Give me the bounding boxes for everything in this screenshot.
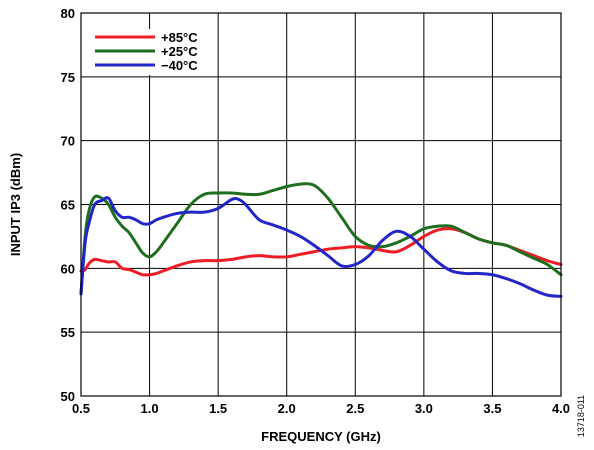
y-axis-title: INPUT IP3 (dBm): [8, 153, 23, 256]
x-axis-title: FREQUENCY (GHz): [261, 429, 381, 444]
grid: [81, 13, 561, 396]
y-tick-label: 55: [61, 325, 75, 340]
y-tick-label: 80: [61, 6, 75, 21]
x-tick-label: 1.5: [209, 401, 227, 416]
legend-label-2: −40°C: [161, 58, 198, 73]
series-line-1: [79, 182, 563, 296]
x-tick-label: 1.0: [141, 401, 159, 416]
series-lines: [79, 182, 563, 298]
x-tick-labels: 0.5 1.0 1.5 2.0 2.5 3.0 3.5 4.0: [72, 401, 570, 416]
x-tick-label: 4.0: [552, 401, 570, 416]
figure-id: 13718-011: [576, 395, 586, 437]
x-tick-label: 2.5: [346, 401, 364, 416]
y-tick-label: 50: [61, 389, 75, 404]
y-tick-label: 65: [61, 198, 75, 213]
x-tick-label: 0.5: [72, 401, 90, 416]
x-tick-label: 3.5: [483, 401, 501, 416]
legend-label-1: +25°C: [161, 44, 198, 59]
legend: +85°C+25°C−40°C: [90, 29, 215, 75]
legend-items: +85°C+25°C−40°C: [95, 30, 198, 73]
y-tick-label: 75: [61, 70, 75, 85]
legend-label-0: +85°C: [161, 30, 198, 45]
y-tick-label: 60: [61, 261, 75, 276]
y-tick-labels: 50 55 60 65 70 75 80: [61, 6, 75, 404]
x-tick-label: 3.0: [415, 401, 433, 416]
y-tick-label: 70: [61, 134, 75, 149]
plot-frame: [80, 12, 562, 397]
x-tick-label: 2.0: [278, 401, 296, 416]
series-line-2: [79, 196, 563, 298]
